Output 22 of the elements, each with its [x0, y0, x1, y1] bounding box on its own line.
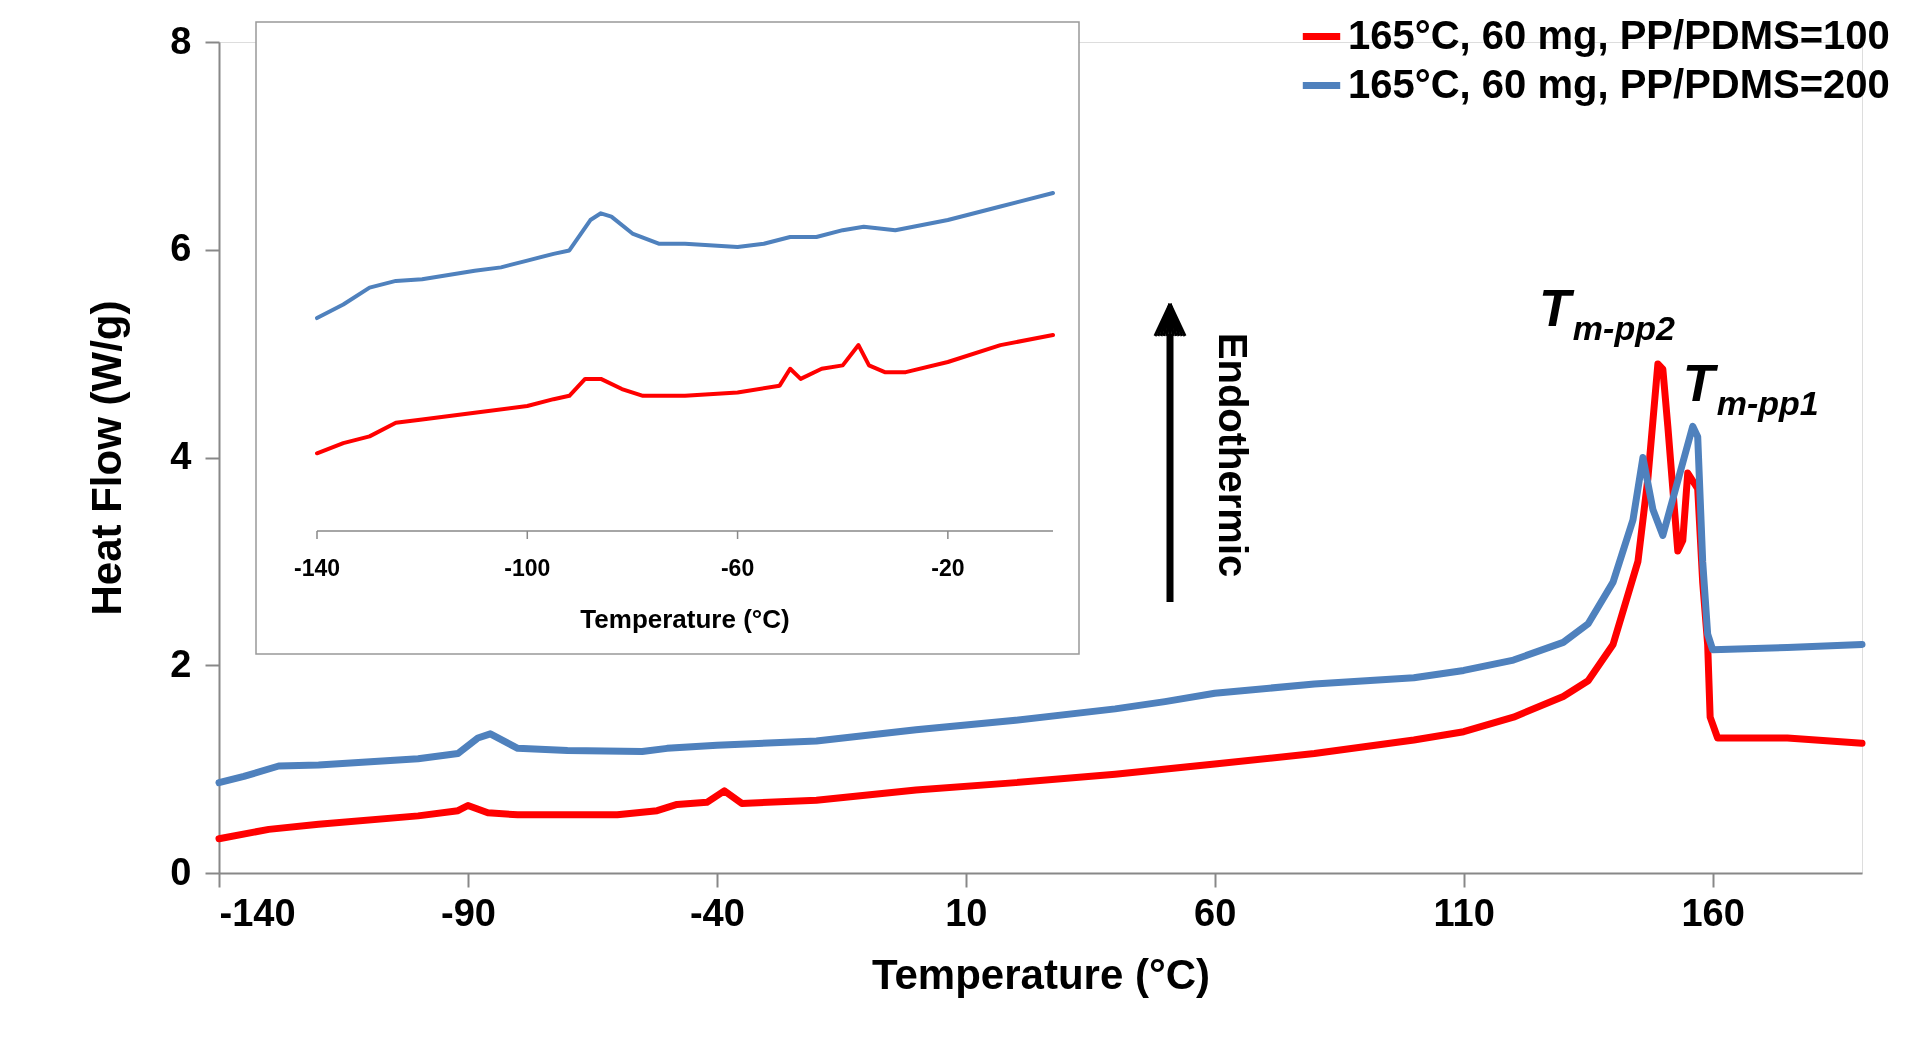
y-tick-label: 4 [170, 435, 192, 477]
x-tick-label: -20 [931, 555, 965, 581]
x-tick-label: -140 [219, 891, 296, 934]
y-axis-title: Heat Flow (W/g) [83, 300, 131, 616]
legend-label: 165°C, 60 mg, PP/PDMS=200 [1348, 61, 1890, 106]
y-tick-label: 2 [170, 642, 192, 685]
x-tick-label: -40 [689, 891, 745, 934]
x-axis-title: Temperature (°C) [580, 604, 790, 634]
x-axis-title: Temperature (°C) [871, 950, 1211, 998]
x-tick-label: 60 [1194, 891, 1237, 934]
y-tick-label: 8 [170, 19, 192, 62]
x-tick-label: 160 [1681, 891, 1745, 934]
annotation: Endothermic [1211, 332, 1255, 578]
legend-label: 165°C, 60 mg, PP/PDMS=100 [1348, 12, 1890, 57]
x-tick-label: 10 [945, 891, 988, 934]
x-tick-label: -90 [440, 891, 496, 934]
x-tick-label: -60 [720, 555, 755, 581]
y-tick-label: 6 [170, 227, 192, 270]
y-tick-label: 0 [170, 850, 192, 893]
x-tick-label: -100 [504, 555, 551, 581]
x-tick-label: 110 [1433, 891, 1495, 934]
x-tick-label: -140 [293, 555, 341, 581]
